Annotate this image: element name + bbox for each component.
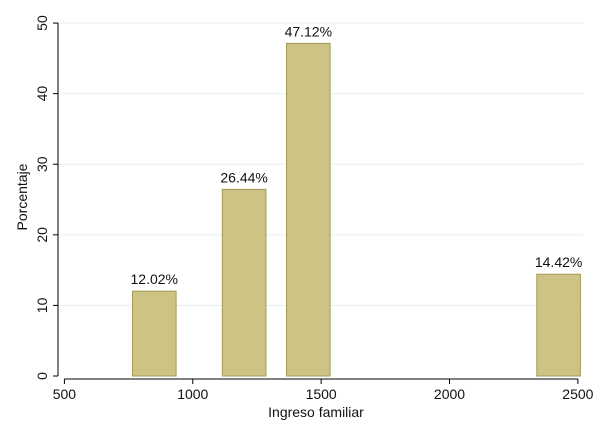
axes: 0 10 20 30 40 50 500 1000 1500 2000 2500 <box>34 15 594 402</box>
data-label-0: 12.02% <box>131 271 178 287</box>
x-tick-label-2000: 2000 <box>434 386 465 402</box>
x-tick-label-1000: 1000 <box>177 386 208 402</box>
data-labels: 12.02% 26.44% 47.12% 14.42% <box>131 23 583 287</box>
data-label-2: 47.12% <box>285 23 332 39</box>
data-label-3: 14.42% <box>535 254 582 270</box>
x-axis-title: Ingreso familiar <box>268 404 364 420</box>
y-axis-title: Porcentaje <box>14 163 30 230</box>
y-tick-label-30: 30 <box>34 156 50 172</box>
y-tick-label-10: 10 <box>34 297 50 313</box>
bar-0 <box>131 290 177 377</box>
bar-3 <box>536 273 581 377</box>
y-tick-label-20: 20 <box>34 227 50 243</box>
x-tick-label-2500: 2500 <box>562 386 593 402</box>
bar-1 <box>221 188 267 377</box>
x-tick-label-1500: 1500 <box>306 386 337 402</box>
y-tick-label-0: 0 <box>34 372 50 380</box>
y-tick-label-40: 40 <box>34 86 50 102</box>
bars <box>131 42 581 377</box>
bar-2 <box>285 42 331 377</box>
x-tick-label-500: 500 <box>53 386 77 402</box>
data-label-1: 26.44% <box>220 169 267 185</box>
y-tick-label-50: 50 <box>34 15 50 31</box>
